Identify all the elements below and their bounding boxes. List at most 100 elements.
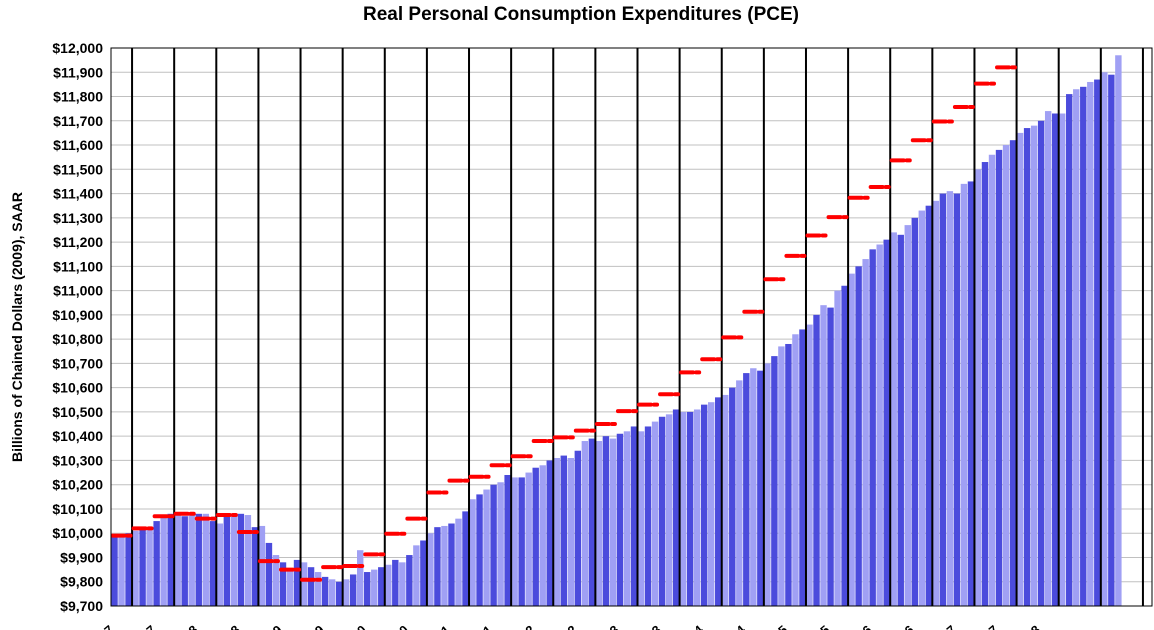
- bar: [1059, 113, 1066, 607]
- bar: [525, 472, 532, 606]
- y-tick-label: $10,900: [52, 307, 103, 323]
- x-tick-label: 08: [180, 622, 201, 630]
- y-tick-label: $11,500: [53, 161, 103, 177]
- bar: [434, 527, 441, 606]
- bar: [939, 193, 947, 606]
- y-tick-label: $11,700: [53, 113, 103, 129]
- x-tick-label: 13: [643, 622, 664, 630]
- y-tick-label: $11,800: [53, 89, 103, 105]
- y-tick-label: $9,700: [60, 598, 103, 614]
- bar: [349, 574, 357, 606]
- bar: [595, 441, 603, 606]
- bar: [855, 266, 862, 606]
- bar: [455, 518, 462, 606]
- y-tick-label: $11,400: [53, 186, 103, 202]
- bar: [518, 477, 525, 606]
- bar: [286, 569, 294, 606]
- bar: [588, 438, 596, 606]
- bar: [307, 567, 315, 606]
- bar: [630, 426, 638, 606]
- bar: [757, 370, 764, 606]
- bar: [1073, 89, 1080, 607]
- chart-title: Real Personal Consumption Expenditures (…: [362, 4, 800, 25]
- bar: [911, 217, 918, 606]
- bar: [497, 482, 504, 606]
- bar: [1080, 86, 1087, 607]
- y-tick-label: $10,400: [52, 428, 103, 444]
- bar: [1115, 55, 1122, 606]
- bar: [1101, 72, 1108, 607]
- x-tick-label: 09: [306, 622, 327, 630]
- x-tick-label: 12: [559, 622, 580, 630]
- y-tick-label: $10,200: [52, 477, 103, 493]
- bar: [335, 581, 343, 606]
- bar: [546, 460, 553, 606]
- bar: [385, 564, 392, 606]
- bar: [223, 513, 231, 606]
- y-tick-label: $10,500: [52, 404, 103, 420]
- bar: [981, 162, 989, 606]
- bar: [834, 290, 841, 606]
- x-tick-label: 08: [222, 622, 243, 630]
- x-tick-label: 11: [475, 622, 495, 630]
- bar: [722, 394, 729, 606]
- bar: [427, 533, 434, 606]
- bar: [918, 210, 926, 606]
- bar: [700, 404, 708, 606]
- bar: [111, 535, 118, 606]
- x-tick-label: 15: [770, 622, 791, 630]
- bar: [960, 183, 968, 606]
- bar: [314, 572, 322, 606]
- bar: [665, 414, 673, 606]
- bar: [925, 205, 933, 606]
- y-tick-label: $11,000: [53, 283, 103, 299]
- bar: [967, 181, 975, 606]
- bar: [1002, 145, 1010, 607]
- x-tick-label: 07: [96, 622, 117, 630]
- bar: [167, 513, 174, 606]
- y-tick-label: $10,100: [52, 501, 103, 517]
- bar: [616, 433, 624, 606]
- bar: [328, 579, 336, 606]
- x-tick-label: 14: [728, 622, 749, 630]
- bar: [953, 193, 961, 606]
- x-tick-label: 11: [433, 622, 453, 630]
- bar: [272, 555, 280, 606]
- bar: [708, 402, 715, 606]
- bar: [476, 494, 483, 606]
- x-tick-label: 17: [938, 622, 959, 630]
- x-tick-label: 09: [264, 622, 285, 630]
- bar: [469, 499, 476, 606]
- bar: [644, 426, 652, 606]
- y-tick-label: $11,100: [53, 258, 103, 274]
- bar: [679, 411, 687, 606]
- x-tick-label: 16: [854, 622, 875, 630]
- bar: [553, 458, 560, 606]
- bar: [609, 438, 617, 606]
- bar: [974, 169, 982, 606]
- bar: [146, 527, 153, 606]
- bar: [813, 314, 820, 606]
- y-tick-label: $11,600: [53, 137, 103, 153]
- bar: [841, 285, 848, 606]
- bar: [750, 368, 757, 606]
- bar: [371, 569, 378, 606]
- x-tick-label: 10: [348, 622, 369, 630]
- bar: [693, 409, 701, 606]
- y-tick-label: $10,800: [52, 331, 103, 347]
- bar: [420, 540, 427, 606]
- bar: [574, 450, 582, 606]
- bar: [560, 455, 567, 606]
- bar: [237, 513, 245, 606]
- bar: [118, 535, 125, 606]
- x-tick-label: 14: [685, 622, 706, 630]
- bar: [946, 191, 954, 606]
- y-tick-label: $10,700: [52, 355, 103, 371]
- bar: [827, 307, 834, 606]
- bar: [623, 431, 631, 606]
- bar: [258, 525, 266, 606]
- bar: [764, 363, 771, 606]
- y-tick-label: $10,000: [52, 525, 103, 541]
- y-tick-label: $9,900: [60, 549, 103, 565]
- x-tick-label: 17: [980, 622, 1001, 630]
